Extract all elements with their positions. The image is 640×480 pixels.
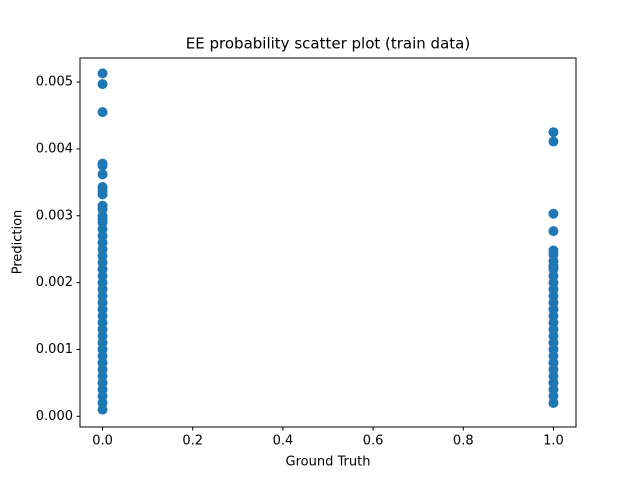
- x-tick-label: 0.8: [453, 434, 474, 449]
- point: [97, 79, 108, 90]
- y-tick-label: 0.000: [36, 409, 73, 424]
- point: [548, 397, 559, 408]
- x-tick-label: 0.4: [273, 434, 294, 449]
- y-tick-label: 0.004: [36, 141, 73, 156]
- point: [97, 107, 108, 118]
- x-tick-label: 0.2: [182, 434, 203, 449]
- y-axis-label: Prediction: [11, 210, 26, 275]
- x-tick-label: 0.6: [363, 434, 384, 449]
- point: [548, 226, 559, 237]
- point: [97, 160, 108, 171]
- x-axis-label: Ground Truth: [286, 455, 371, 470]
- point: [97, 404, 108, 415]
- point: [97, 68, 108, 79]
- y-tick-label: 0.003: [36, 208, 73, 223]
- y-tick-label: 0.001: [36, 342, 73, 357]
- point: [548, 136, 559, 147]
- point: [97, 189, 108, 200]
- y-tick-label: 0.002: [36, 275, 73, 290]
- x-tick-label: 1.0: [543, 434, 564, 449]
- point: [548, 127, 559, 138]
- chart-title: EE probability scatter plot (train data): [186, 35, 470, 53]
- y-tick-label: 0.005: [36, 75, 73, 90]
- point: [97, 169, 108, 180]
- plot-frame: [79, 57, 577, 428]
- point: [548, 208, 559, 219]
- x-tick-label: 0.0: [92, 434, 113, 449]
